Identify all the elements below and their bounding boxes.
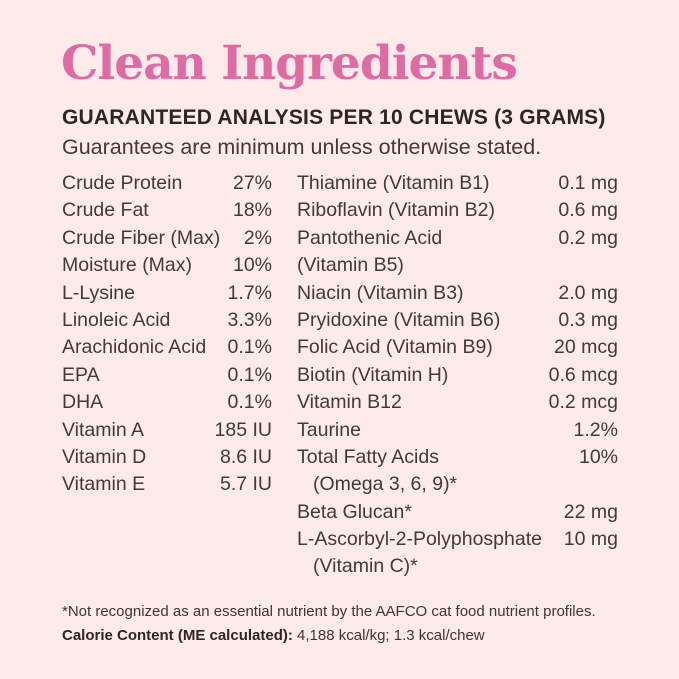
nutrient-value: 1.2% (573, 418, 618, 441)
nutrient-label: Beta Glucan* (297, 500, 412, 523)
nutrient-row: Linoleic Acid 3.3% (62, 309, 272, 336)
nutrient-label: (Omega 3, 6, 9)* (313, 473, 458, 496)
nutrient-row: Crude Fat 18% (62, 199, 272, 226)
nutrient-row: EPA 0.1% (62, 364, 272, 391)
nutrient-label: Thiamine (Vitamin B1) (297, 172, 490, 194)
nutrient-row-continuation: (Vitamin C)* (297, 555, 618, 582)
nutrient-row: Vitamin D 8.6 IU (62, 446, 272, 473)
nutrient-value: 0.1% (227, 336, 272, 359)
nutrient-row: Vitamin A 185 IU (62, 419, 272, 446)
nutrient-label: Crude Fat (62, 199, 149, 222)
nutrient-row: Moisture (Max) 10% (62, 254, 272, 281)
nutrient-label: DHA (62, 391, 104, 414)
nutrient-row: Taurine 1.2% (297, 419, 618, 446)
nutrient-label: L-Lysine (62, 281, 135, 304)
nutrient-label: Linoleic Acid (62, 308, 171, 331)
product-title: Clean Ingredients (61, 36, 518, 91)
nutrient-row: Niacin (Vitamin B3) 2.0 mg (297, 282, 618, 309)
nutrient-value: 22 mg (563, 500, 618, 523)
calorie-content-label: Calorie Content (ME calculated): (62, 627, 293, 644)
nutrient-row: Total Fatty Acids 10% (297, 446, 618, 473)
nutrient-label: Pantothenic Acid (297, 226, 443, 249)
nutrient-row: Arachidonic Acid 0.1% (62, 336, 272, 363)
nutrient-row: Crude Fiber (Max) 2% (62, 227, 272, 254)
nutrient-value: 10 mg (563, 528, 618, 551)
nutrient-label: Vitamin D (62, 445, 147, 468)
nutrient-row: Pryidoxine (Vitamin B6) 0.3 mg (297, 309, 618, 336)
nutrient-row: L-Lysine 1.7% (62, 282, 272, 309)
nutrient-label: Arachidonic Acid (62, 336, 207, 359)
nutrient-value: 18% (232, 199, 272, 222)
nutrient-label: Vitamin B12 (297, 391, 402, 414)
nutrient-row: Folic Acid (Vitamin B9) 20 mcg (297, 336, 618, 363)
nutrient-value: 5.7 IU (219, 473, 272, 496)
nutrient-label: L-Ascorbyl-2-Polyphosphate (297, 528, 542, 551)
nutrient-value: 0.1% (227, 391, 272, 414)
nutrient-row: Pantothenic Acid 0.2 mg (297, 227, 618, 254)
right-column: Thiamine (Vitamin B1) 0.1 mg Riboflavin (… (297, 172, 618, 583)
nutrient-label: Biotin (Vitamin H) (297, 363, 449, 386)
footnotes: *Not recognized as an essential nutrient… (62, 600, 632, 648)
nutrient-row-continuation: (Omega 3, 6, 9)* (297, 473, 618, 500)
nutrient-row: Beta Glucan* 22 mg (297, 501, 618, 528)
nutrient-row: Crude Protein 27% (62, 172, 272, 199)
nutrient-row: Biotin (Vitamin H) 0.6 mcg (297, 364, 618, 391)
nutrient-label: Pryidoxine (Vitamin B6) (297, 308, 501, 331)
nutrient-row: L-Ascorbyl-2-Polyphosphate 10 mg (297, 528, 618, 555)
nutrient-value: 0.1 mg (558, 172, 618, 194)
nutrient-label: Crude Protein (62, 172, 183, 194)
nutrient-value: 8.6 IU (219, 445, 272, 468)
nutrient-label: Folic Acid (Vitamin B9) (297, 336, 493, 359)
nutrient-label: Vitamin A (62, 418, 145, 441)
nutrient-label: Crude Fiber (Max) (62, 226, 221, 249)
nutrient-value: 10% (578, 445, 618, 468)
nutrient-value: 0.6 mcg (548, 363, 618, 386)
footnote-aafco: *Not recognized as an essential nutrient… (62, 603, 596, 620)
nutrient-value: 2.0 mg (558, 281, 618, 304)
calorie-content: Calorie Content (ME calculated): 4,188 k… (62, 624, 632, 648)
calorie-content-value: 4,188 kcal/kg; 1.3 kcal/chew (297, 627, 485, 644)
nutrient-value: 1.7% (227, 281, 272, 304)
nutrient-row-continuation: (Vitamin B5) (297, 254, 618, 281)
nutrient-value: 185 IU (214, 418, 272, 441)
nutrient-value: 27% (232, 172, 272, 194)
nutrient-row: DHA 0.1% (62, 391, 272, 418)
nutrient-label: Niacin (Vitamin B3) (297, 281, 464, 304)
nutrient-label: (Vitamin B5) (297, 254, 404, 277)
nutrient-row: Vitamin E 5.7 IU (62, 473, 272, 500)
nutrient-row: Riboflavin (Vitamin B2) 0.6 mg (297, 199, 618, 226)
nutrient-value: 20 mcg (554, 336, 618, 359)
nutrient-value: 0.2 mg (558, 226, 618, 249)
nutrient-label: Taurine (297, 418, 361, 441)
nutrient-value: 3.3% (227, 308, 272, 331)
analysis-heading: GUARANTEED ANALYSIS PER 10 CHEWS (3 GRAM… (62, 106, 606, 129)
nutrient-label: Moisture (Max) (62, 254, 193, 277)
analysis-subheading: Guarantees are minimum unless otherwise … (62, 135, 542, 159)
analysis-header: GUARANTEED ANALYSIS PER 10 CHEWS (3 GRAM… (62, 106, 622, 160)
left-column: Crude Protein 27% Crude Fat 18% Crude Fibe… (62, 172, 272, 583)
nutrient-value: 0.1% (227, 363, 272, 386)
nutrient-label: (Vitamin C)* (313, 555, 418, 578)
nutrient-label: EPA (62, 363, 100, 386)
nutrient-value: 10% (232, 254, 272, 277)
nutrient-value: 0.2 mcg (548, 391, 618, 414)
nutrient-label: Riboflavin (Vitamin B2) (297, 199, 495, 222)
nutrient-row: Thiamine (Vitamin B1) 0.1 mg (297, 172, 618, 199)
analysis-table: Crude Protein 27% Crude Fat 18% Crude Fibe… (62, 172, 618, 583)
nutrient-label: Total Fatty Acids (297, 445, 439, 468)
nutrient-row: Vitamin B12 0.2 mcg (297, 391, 618, 418)
nutrient-value: 0.3 mg (558, 308, 618, 331)
nutrient-value: 0.6 mg (558, 199, 618, 222)
nutrient-label: Vitamin E (62, 473, 146, 496)
nutrient-value: 2% (243, 226, 272, 249)
